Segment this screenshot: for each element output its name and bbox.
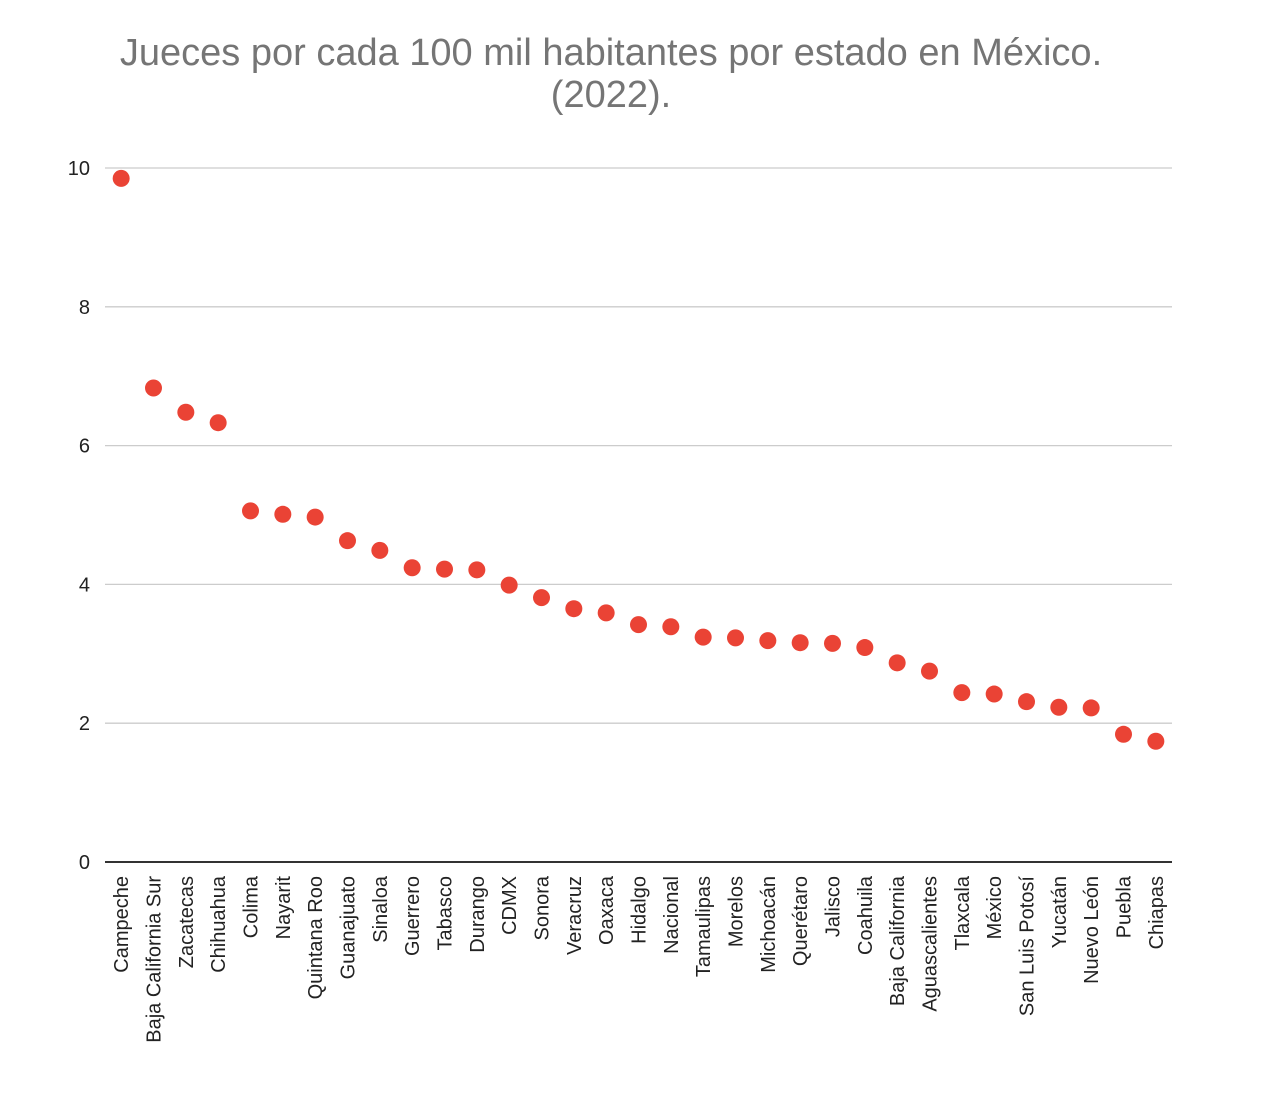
data-point (533, 589, 550, 607)
x-category-label: Puebla (1114, 875, 1136, 938)
data-point (1082, 699, 1100, 717)
x-category-label: Sinaloa (370, 875, 392, 943)
x-category-label: Nuevo León (1081, 876, 1103, 984)
x-category-label: Quintana Roo (305, 876, 327, 999)
x-axis-category-labels: Campeche Baja California Sur Zacatecas Chih… (111, 875, 1168, 1043)
data-point (727, 629, 744, 647)
y-tick-label: 8 (79, 297, 90, 319)
y-tick-label: 6 (79, 436, 90, 458)
data-point (694, 628, 712, 646)
data-points (112, 169, 1165, 750)
data-point (662, 618, 680, 636)
data-point (403, 559, 421, 577)
x-category-label: Yucatán (1049, 876, 1071, 948)
x-category-label: Nayarit (273, 876, 295, 940)
data-point (1050, 698, 1068, 716)
x-category-label: México (984, 876, 1006, 939)
data-point (500, 576, 518, 594)
data-point (339, 532, 356, 550)
x-category-label: Querétaro (790, 876, 812, 966)
y-tick-label: 4 (79, 574, 90, 596)
x-category-label: Campeche (111, 876, 133, 973)
data-point (630, 616, 647, 634)
x-category-label: Chiapas (1146, 876, 1168, 949)
data-point (306, 508, 324, 526)
x-category-label: Jalisco (823, 876, 845, 937)
x-category-label: Hidalgo (629, 876, 651, 944)
x-category-label: Chihuahua (208, 875, 230, 973)
x-category-label: Baja California Sur (144, 876, 166, 1043)
data-point (274, 505, 292, 523)
x-category-label: San Luis Potosí (1017, 876, 1039, 1017)
x-category-label: Durango (467, 876, 489, 953)
y-tick-label: 0 (79, 852, 90, 874)
x-category-label: Aguascalientes (920, 876, 942, 1012)
data-point (209, 414, 227, 432)
x-category-label: Tamaulipas (693, 876, 715, 977)
x-category-label: Oaxaca (596, 875, 618, 945)
x-category-label: Veracruz (564, 876, 586, 955)
data-point (436, 560, 453, 578)
x-category-label: Michoacán (758, 876, 780, 973)
data-point (468, 561, 486, 579)
data-point (985, 685, 1003, 703)
x-category-label: Guerrero (402, 876, 424, 956)
y-axis-tick-labels: 0 2 4 6 8 10 (68, 158, 90, 874)
x-category-label: Sonora (532, 875, 554, 940)
data-point (856, 639, 874, 657)
chart-title: Jueces por cada 100 mil habitantes por e… (119, 32, 1103, 116)
data-point (953, 684, 971, 702)
x-category-label: Colima (241, 875, 263, 938)
data-point (1115, 725, 1132, 743)
y-tick-label: 2 (79, 713, 90, 735)
data-point (1018, 693, 1035, 711)
data-point (242, 502, 259, 520)
x-category-label: CDMX (499, 876, 521, 935)
x-category-label: Morelos (726, 876, 748, 947)
data-point (112, 169, 130, 187)
data-point (824, 634, 841, 652)
x-category-label: Nacional (661, 876, 683, 954)
x-category-label: Tabasco (435, 876, 457, 951)
data-point (791, 634, 809, 652)
data-point (597, 604, 615, 622)
x-category-label: Coahuila (855, 875, 877, 955)
data-point (565, 600, 583, 618)
x-category-label: Guanajuato (338, 876, 360, 979)
data-point (1147, 732, 1165, 750)
x-category-label: Baja California (887, 875, 909, 1006)
gridlines (105, 167, 1172, 724)
data-point (759, 632, 777, 650)
data-point (921, 662, 938, 680)
data-point (145, 379, 162, 397)
x-category-label: Tlaxcala (952, 875, 974, 950)
x-category-label: Zacatecas (176, 876, 198, 968)
y-tick-label: 10 (68, 158, 90, 180)
data-point (888, 654, 906, 672)
data-point (371, 541, 389, 559)
data-point (177, 403, 195, 421)
